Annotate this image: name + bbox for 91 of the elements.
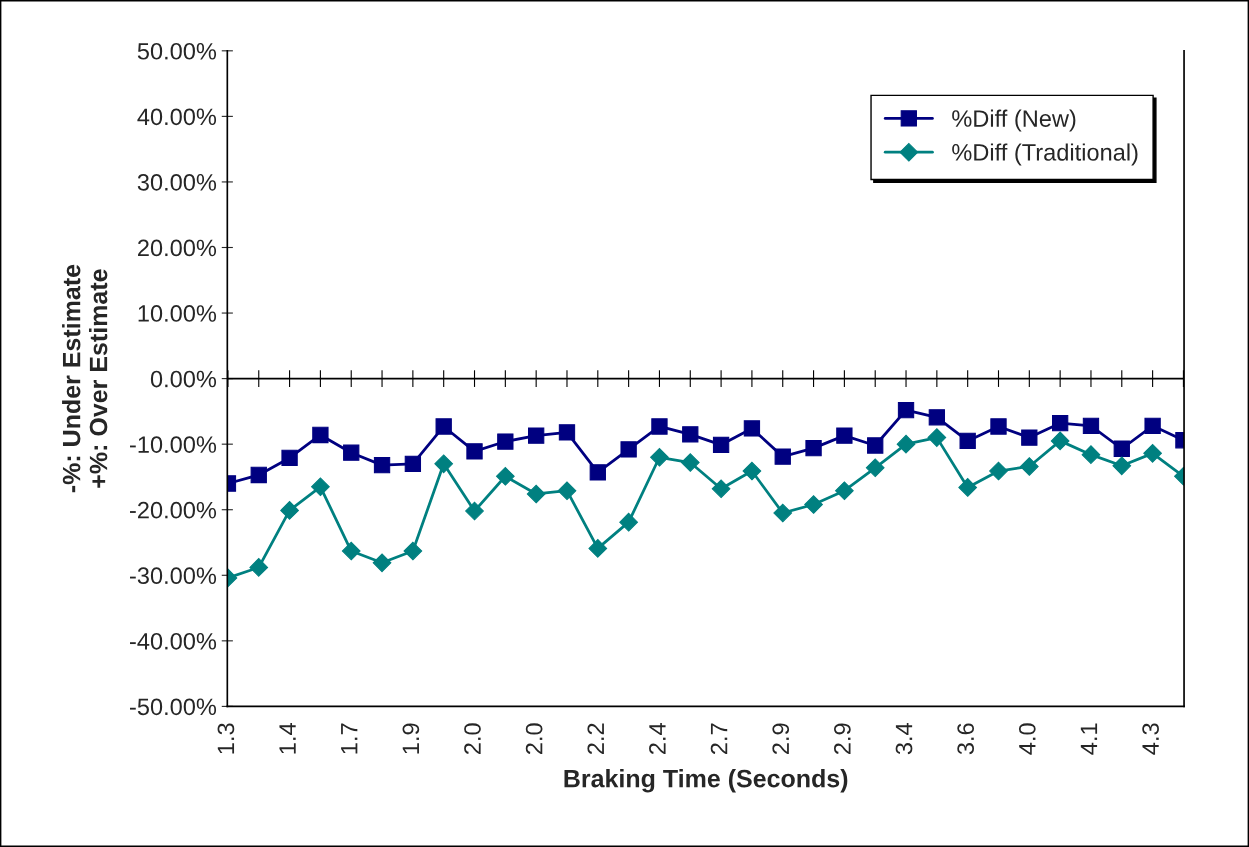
point xyxy=(372,553,392,573)
point xyxy=(588,539,608,558)
point xyxy=(1144,417,1161,434)
x-tick-label: 2.7 xyxy=(710,723,728,754)
x-tick-label: 2.9 xyxy=(834,723,851,754)
point xyxy=(557,481,577,501)
point xyxy=(1021,429,1038,446)
point xyxy=(589,464,606,481)
point xyxy=(928,409,946,426)
x-tick-label: 2.0 xyxy=(525,723,543,754)
point xyxy=(712,436,730,453)
point xyxy=(434,454,454,474)
x-tick-label: 1.3 xyxy=(217,723,235,754)
point xyxy=(312,426,329,444)
point xyxy=(774,448,791,465)
point xyxy=(1112,456,1132,476)
point xyxy=(311,477,330,497)
y-tick-label: 20.00% xyxy=(138,239,217,257)
point xyxy=(1081,445,1101,465)
point xyxy=(835,481,854,501)
point xyxy=(526,484,546,504)
point xyxy=(805,439,822,457)
point xyxy=(341,541,361,561)
x-tick-label: 3.6 xyxy=(957,723,975,755)
x-tick-label: 4.1 xyxy=(1080,723,1098,755)
point xyxy=(651,418,668,435)
x-tick-label: 1.7 xyxy=(341,723,358,754)
point xyxy=(896,434,916,454)
point xyxy=(836,427,853,444)
point xyxy=(1113,440,1130,457)
point xyxy=(990,418,1007,435)
point xyxy=(958,478,978,497)
point xyxy=(403,541,423,561)
point xyxy=(711,479,731,499)
point xyxy=(1143,443,1162,463)
point xyxy=(989,461,1008,481)
y-axis-title: -%: Under Estimate +%: Over Estimate xyxy=(62,264,108,493)
point xyxy=(404,455,422,472)
x-tick-label: 2.2 xyxy=(587,723,604,754)
y-tick-label: 50.00% xyxy=(137,42,217,60)
point xyxy=(497,433,514,450)
x-tick-label: 2.0 xyxy=(464,723,481,754)
y-tick-label: -10.00% xyxy=(130,436,217,453)
point xyxy=(1019,457,1039,476)
legend-label: %Diff (New) xyxy=(952,109,1076,132)
point xyxy=(742,461,762,481)
point xyxy=(343,444,360,461)
point xyxy=(804,495,823,514)
point xyxy=(250,466,267,484)
point xyxy=(435,418,452,435)
x-tick-label: 2.9 xyxy=(772,723,790,754)
point xyxy=(743,420,761,437)
point xyxy=(528,427,545,444)
legend-label: %Diff (Traditional) xyxy=(952,143,1138,166)
y-tick-label: -50.00% xyxy=(130,698,217,716)
point xyxy=(959,432,976,450)
point xyxy=(650,447,669,467)
point xyxy=(1051,415,1069,432)
point xyxy=(249,558,269,577)
y-tick-label: 30.00% xyxy=(137,174,217,191)
x-tick-label: 4.0 xyxy=(1018,723,1036,755)
point xyxy=(897,401,915,419)
point xyxy=(867,437,884,454)
x-tick-label: 3.4 xyxy=(895,723,913,755)
x-tick-label: 1.4 xyxy=(279,723,296,754)
x-tick-label: 2.4 xyxy=(649,723,666,754)
point xyxy=(465,501,484,521)
point xyxy=(927,428,947,447)
point xyxy=(466,443,483,460)
y-tick-label: -30.00% xyxy=(130,567,217,585)
point xyxy=(620,441,637,458)
point xyxy=(1082,417,1100,434)
x-axis-title: Braking Time (Seconds) xyxy=(564,769,848,793)
y-tick-label: 10.00% xyxy=(138,305,217,322)
y-tick-label: -20.00% xyxy=(130,501,217,519)
point xyxy=(280,501,299,520)
point xyxy=(619,512,638,532)
point xyxy=(865,458,885,478)
point xyxy=(682,426,699,443)
x-tick-label: 4.3 xyxy=(1142,723,1159,755)
point xyxy=(281,449,298,467)
point xyxy=(680,453,700,472)
point xyxy=(773,503,793,523)
y-tick-label: -40.00% xyxy=(130,632,217,650)
y-tick-label: 0.00% xyxy=(150,370,217,388)
point xyxy=(495,466,515,486)
point xyxy=(558,424,576,441)
y-tick-label: 40.00% xyxy=(137,108,217,126)
x-tick-label: 1.9 xyxy=(402,723,420,754)
point xyxy=(1050,431,1070,451)
point xyxy=(373,456,391,474)
